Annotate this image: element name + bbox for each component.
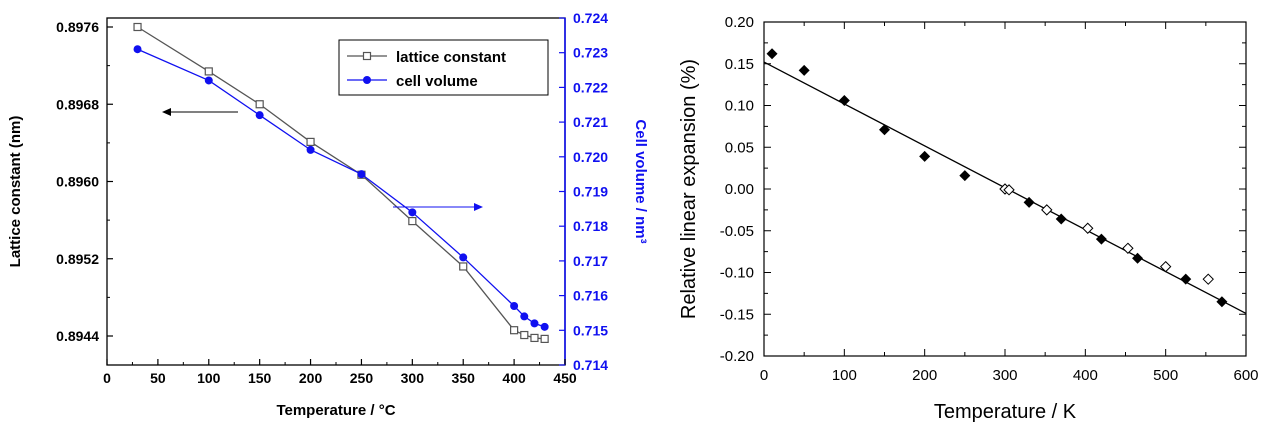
x-tick-label: 300 bbox=[992, 367, 1017, 384]
x-tick-label: 0 bbox=[103, 370, 111, 386]
lattice-constant-point bbox=[204, 67, 213, 76]
cell-volume-point bbox=[540, 322, 549, 331]
y2-tick-label: 0.719 bbox=[573, 184, 608, 200]
y2-axis-title: Cell volume / nm³ bbox=[632, 119, 649, 243]
open-diamond-point bbox=[1003, 184, 1015, 196]
cell-volume-point bbox=[133, 45, 142, 54]
y2-tick-label: 0.723 bbox=[573, 45, 608, 61]
lattice-constant-point bbox=[255, 100, 264, 109]
filled-diamond-point bbox=[879, 124, 890, 136]
y-tick-label: 0.15 bbox=[725, 56, 754, 73]
y2-tick-label: 0.724 bbox=[573, 10, 608, 26]
filled-diamond-point bbox=[1180, 273, 1192, 285]
y-tick-label: 0.20 bbox=[725, 14, 754, 31]
x-tick-label: 600 bbox=[1233, 367, 1258, 384]
lattice-constant-point bbox=[459, 262, 468, 271]
right-axis-arrowhead bbox=[474, 203, 483, 211]
filled-diamond-point bbox=[959, 170, 971, 182]
lattice-constant-point bbox=[133, 22, 142, 32]
y2-tick-label: 0.722 bbox=[573, 79, 608, 95]
y-tick-label: 0.8960 bbox=[56, 174, 99, 190]
lattice-constant-point bbox=[530, 333, 539, 343]
lattice-constant-point bbox=[540, 334, 549, 343]
y-tick-label: 0.00 bbox=[725, 181, 754, 198]
y-axis-title: Lattice constant (nm) bbox=[7, 116, 24, 268]
y2-tick-label: 0.718 bbox=[573, 218, 608, 234]
open-diamond-point bbox=[1122, 242, 1134, 254]
lattice-constant-point bbox=[306, 137, 315, 147]
x-tick-label: 0 bbox=[760, 367, 768, 384]
filled-diamond-point bbox=[1055, 213, 1067, 225]
y2-tick-label: 0.717 bbox=[573, 253, 608, 269]
y-tick-label: 0.10 bbox=[725, 98, 754, 115]
legend-volume-marker bbox=[363, 76, 371, 84]
x-tick-label: 50 bbox=[150, 370, 166, 386]
open-diamond-point bbox=[1202, 273, 1214, 285]
x-tick-label: 250 bbox=[350, 370, 374, 386]
y2-tick-label: 0.715 bbox=[573, 322, 608, 338]
cell-volume-point bbox=[520, 312, 529, 321]
cell-volume-point bbox=[510, 302, 519, 311]
open-diamond-point bbox=[1041, 204, 1053, 216]
cell-volume-point bbox=[408, 208, 417, 217]
y-tick-label: 0.05 bbox=[725, 139, 754, 156]
filled-diamond-point bbox=[1132, 252, 1144, 264]
x-tick-label: 100 bbox=[832, 367, 857, 384]
cell-volume-point bbox=[204, 76, 213, 85]
right-chart: 0 100 200 300 400 500 600 0.20 0.15 0.10 0.05 0.00 -… bbox=[678, 14, 1259, 423]
x-tick-label: 450 bbox=[553, 370, 577, 386]
filled-diamond-point bbox=[1095, 233, 1107, 245]
x-axis-title: Temperature / °C bbox=[276, 402, 395, 419]
x-tick-label: 400 bbox=[1073, 367, 1098, 384]
y-tick-label: -0.15 bbox=[720, 306, 754, 323]
filled-diamond-point bbox=[1216, 296, 1228, 308]
filled-diamond-point bbox=[1023, 196, 1035, 208]
y2-tick-label: 0.720 bbox=[573, 149, 608, 165]
y-tick-label: -0.10 bbox=[720, 265, 754, 282]
x-tick-label: 400 bbox=[502, 370, 526, 386]
x-tick-label: 300 bbox=[401, 370, 425, 386]
cell-volume-point bbox=[255, 111, 264, 120]
lattice-constant-point bbox=[510, 326, 519, 335]
left-axis-arrowhead bbox=[162, 108, 171, 116]
filled-diamond-point bbox=[766, 48, 778, 60]
x-axis-title: Temperature / K bbox=[934, 401, 1077, 423]
y-tick-label: -0.05 bbox=[720, 223, 754, 240]
y-tick-label: 0.8968 bbox=[56, 96, 99, 112]
x-tick-label: 200 bbox=[912, 367, 937, 384]
x-tick-label: 350 bbox=[452, 370, 476, 386]
y2-tick-label: 0.721 bbox=[573, 114, 608, 130]
open-diamond-point bbox=[1082, 222, 1094, 234]
cell-volume-point bbox=[459, 253, 468, 262]
filled-diamond-point bbox=[798, 64, 810, 76]
cell-volume-point bbox=[530, 319, 539, 328]
lattice-constant-point bbox=[520, 330, 529, 340]
y-tick-label: 0.8944 bbox=[56, 328, 99, 344]
x-tick-label: 200 bbox=[299, 370, 323, 386]
y-tick-label: -0.20 bbox=[720, 348, 754, 365]
legend-box bbox=[338, 39, 549, 96]
left-chart: 0 50 100 150 200 250 300 350 400 450 0.8944 0.8952 0… bbox=[7, 10, 649, 419]
y-axis-title: Relative linear expansion (%) bbox=[678, 59, 700, 319]
x-tick-label: 500 bbox=[1153, 367, 1178, 384]
y-tick-label: 0.8976 bbox=[56, 19, 99, 35]
cell-volume-point bbox=[357, 170, 366, 179]
x-tick-label: 150 bbox=[248, 370, 272, 386]
y-tick-label: 0.8952 bbox=[56, 251, 99, 267]
y2-tick-label: 0.714 bbox=[573, 357, 608, 373]
y2-tick-label: 0.716 bbox=[573, 288, 608, 304]
filled-diamond-point bbox=[919, 150, 931, 162]
lattice-constant-point bbox=[408, 216, 417, 226]
filled-diamond-point bbox=[838, 94, 850, 106]
legend-volume-label: cell volume bbox=[396, 73, 478, 90]
cell-volume-point bbox=[306, 145, 315, 154]
legend-lattice-label: lattice constant bbox=[396, 49, 506, 66]
legend-lattice-marker bbox=[362, 51, 372, 61]
open-diamond-point bbox=[1159, 260, 1172, 273]
x-tick-label: 100 bbox=[197, 370, 221, 386]
